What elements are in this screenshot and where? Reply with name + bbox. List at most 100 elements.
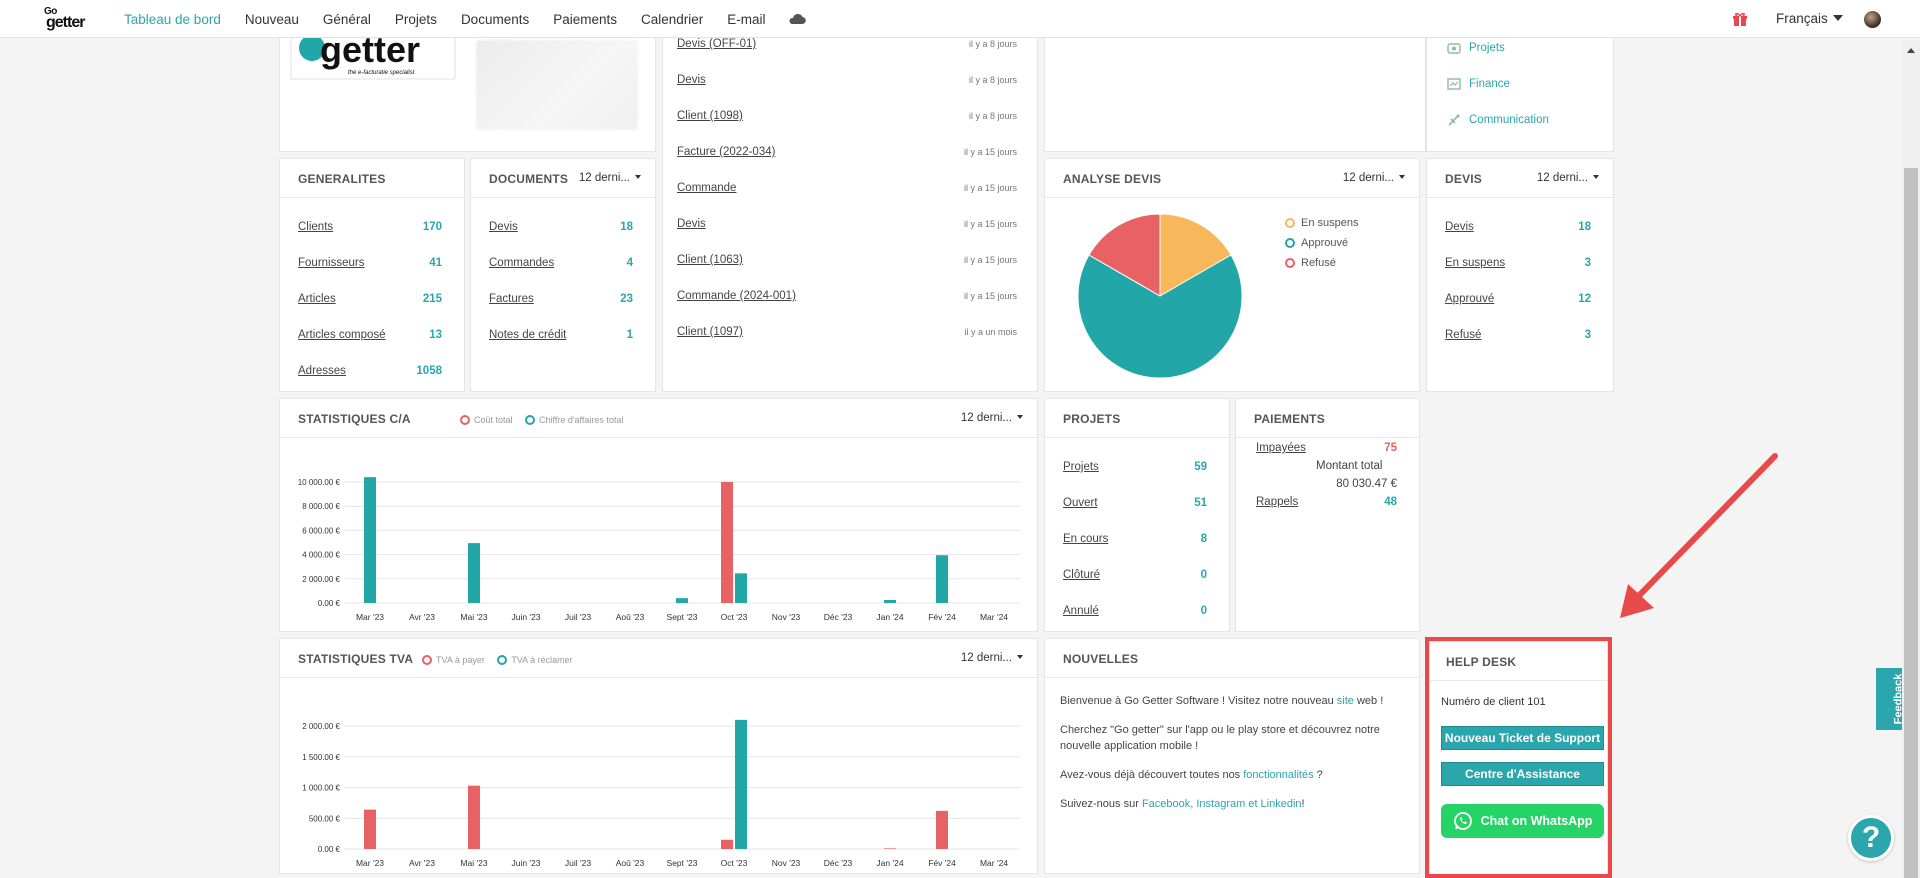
bar[interactable] — [364, 809, 376, 849]
pie-slice[interactable] — [1159, 213, 1232, 297]
stat-link[interactable]: Ouvert — [1063, 497, 1098, 509]
activity-link[interactable]: Commande (2024-001) — [677, 290, 796, 302]
y-tick-label: 4 000.00 € — [302, 551, 340, 560]
stat-link[interactable]: Adresses — [298, 365, 346, 377]
bar[interactable] — [721, 482, 733, 603]
bar[interactable] — [364, 477, 376, 603]
bar[interactable] — [884, 848, 896, 849]
y-tick-label: 500.00 € — [309, 814, 341, 823]
period-dropdown[interactable]: 12 derni... — [1537, 172, 1599, 184]
stat-link[interactable]: Projets — [1063, 461, 1099, 473]
app-logo[interactable]: Go getter — [42, 6, 102, 31]
pie-slice[interactable] — [1088, 213, 1161, 297]
stat-link[interactable]: Annulé — [1063, 605, 1099, 617]
bar[interactable] — [936, 555, 948, 603]
card-title: GENERALITES — [298, 172, 386, 186]
y-tick-label: 2 000.00 € — [302, 575, 340, 584]
nav-item-paiements[interactable]: Paiements — [553, 11, 618, 27]
stat-link[interactable]: Articles composé — [298, 329, 386, 341]
activity-link[interactable]: Devis (OFF-01) — [677, 38, 757, 50]
bar[interactable] — [735, 719, 747, 849]
stat-link[interactable]: Factures — [489, 293, 534, 305]
divider — [280, 677, 1037, 678]
rappels-link[interactable]: Rappels — [1256, 496, 1299, 508]
gift-icon[interactable] — [1732, 11, 1748, 27]
stat-link[interactable]: Refusé — [1445, 329, 1482, 341]
nav-item-nouveau[interactable]: Nouveau — [244, 11, 299, 27]
avatar[interactable] — [1864, 11, 1881, 28]
caret-down-icon — [1832, 15, 1843, 21]
analyse-devis-pie-chart — [1077, 213, 1243, 379]
activity-link[interactable]: Devis — [677, 74, 706, 86]
stat-value: 8 — [1200, 533, 1207, 545]
legend-label: Coût total — [474, 415, 513, 425]
stats-list: Devis 18 En suspens 3 Approuvé 12 Refusé 3 — [1445, 209, 1591, 353]
company-logo-text: getter — [320, 32, 420, 70]
bar[interactable] — [676, 598, 688, 603]
activity-link[interactable]: Client (1098) — [677, 110, 743, 122]
activity-link[interactable]: Client (1097) — [677, 326, 743, 338]
stat-link[interactable]: Articles — [298, 293, 336, 305]
stat-link[interactable]: Devis — [489, 221, 518, 233]
news-text: ! — [1301, 798, 1305, 810]
cloud-icon[interactable] — [788, 13, 806, 25]
language-selector[interactable]: Français — [1776, 11, 1843, 26]
company-logo: getter the e-facturatie specialist — [290, 32, 456, 80]
nav-item-general[interactable]: Général — [322, 11, 371, 27]
bar[interactable] — [735, 573, 747, 603]
stat-row: Devis 18 — [489, 209, 633, 245]
bar[interactable] — [936, 810, 948, 849]
period-dropdown[interactable]: 12 derni... — [579, 172, 641, 184]
stat-link[interactable]: Notes de crédit — [489, 329, 567, 341]
help-center-button[interactable]: Centre d'Assistance — [1441, 762, 1604, 786]
scrollbar[interactable] — [1902, 40, 1920, 878]
nav-item-documents[interactable]: Documents — [460, 11, 530, 27]
activity-link[interactable]: Devis — [677, 218, 706, 230]
activity-row: Client (1097) il y a un mois — [677, 314, 1017, 350]
bar[interactable] — [884, 599, 896, 603]
social-links[interactable]: Facebook, Instagram et Linkedin — [1141, 798, 1302, 810]
activity-link[interactable]: Facture (2022-034) — [677, 146, 776, 158]
legend-item: Chiffre d'affaires total — [524, 415, 623, 425]
x-tick-label: Aoû '23 — [616, 612, 645, 622]
stat-value: 3 — [1584, 257, 1591, 269]
period-dropdown[interactable]: 12 derni... — [1343, 172, 1405, 184]
stat-row: Articles 215 — [298, 281, 442, 317]
stat-link[interactable]: En suspens — [1445, 257, 1506, 269]
pie-slice[interactable] — [1077, 254, 1243, 379]
stat-link[interactable]: Devis — [1445, 221, 1474, 233]
bar[interactable] — [721, 839, 733, 849]
activity-link[interactable]: Commande — [677, 182, 737, 194]
x-tick-label: Juil '23 — [565, 858, 591, 868]
stat-link[interactable]: Commandes — [489, 257, 555, 269]
scroll-up-icon[interactable] — [1907, 48, 1915, 53]
stat-link[interactable]: Clients — [298, 221, 334, 233]
quick-link-finance[interactable]: Finance — [1447, 66, 1613, 102]
stat-link[interactable]: En cours — [1063, 533, 1109, 545]
whatsapp-chat-button[interactable]: Chat on WhatsApp — [1441, 804, 1604, 838]
site-link[interactable]: site — [1336, 695, 1354, 707]
stat-link[interactable]: Clôturé — [1063, 569, 1101, 581]
help-fab-button[interactable]: ? — [1848, 815, 1894, 861]
bar[interactable] — [468, 785, 480, 849]
divider — [471, 197, 655, 198]
x-tick-label: Fév '24 — [928, 612, 956, 622]
nav-item-email[interactable]: E-mail — [727, 11, 766, 27]
period-dropdown[interactable]: 12 derni... — [961, 652, 1023, 664]
stat-link[interactable]: Fournisseurs — [298, 257, 365, 269]
stat-link[interactable]: Approuvé — [1445, 293, 1495, 305]
activity-link[interactable]: Client (1063) — [677, 254, 743, 266]
x-tick-label: Mar '24 — [980, 612, 1008, 622]
quick-link-projets[interactable]: Projets — [1447, 30, 1613, 66]
impayees-link[interactable]: Impayées — [1256, 442, 1306, 454]
bar[interactable] — [468, 543, 480, 603]
nav-item-dashboard[interactable]: Tableau de bord — [124, 11, 221, 27]
features-link[interactable]: fonctionnalités — [1243, 769, 1314, 781]
card-title: STATISTIQUES TVA — [298, 652, 414, 666]
period-dropdown[interactable]: 12 derni... — [961, 412, 1023, 424]
nav-item-projets[interactable]: Projets — [394, 11, 437, 27]
scrollbar-thumb[interactable] — [1904, 168, 1918, 878]
nav-item-calendrier[interactable]: Calendrier — [641, 11, 704, 27]
new-ticket-button[interactable]: Nouveau Ticket de Support — [1441, 726, 1604, 750]
quick-link-communication[interactable]: Communication — [1447, 102, 1613, 138]
